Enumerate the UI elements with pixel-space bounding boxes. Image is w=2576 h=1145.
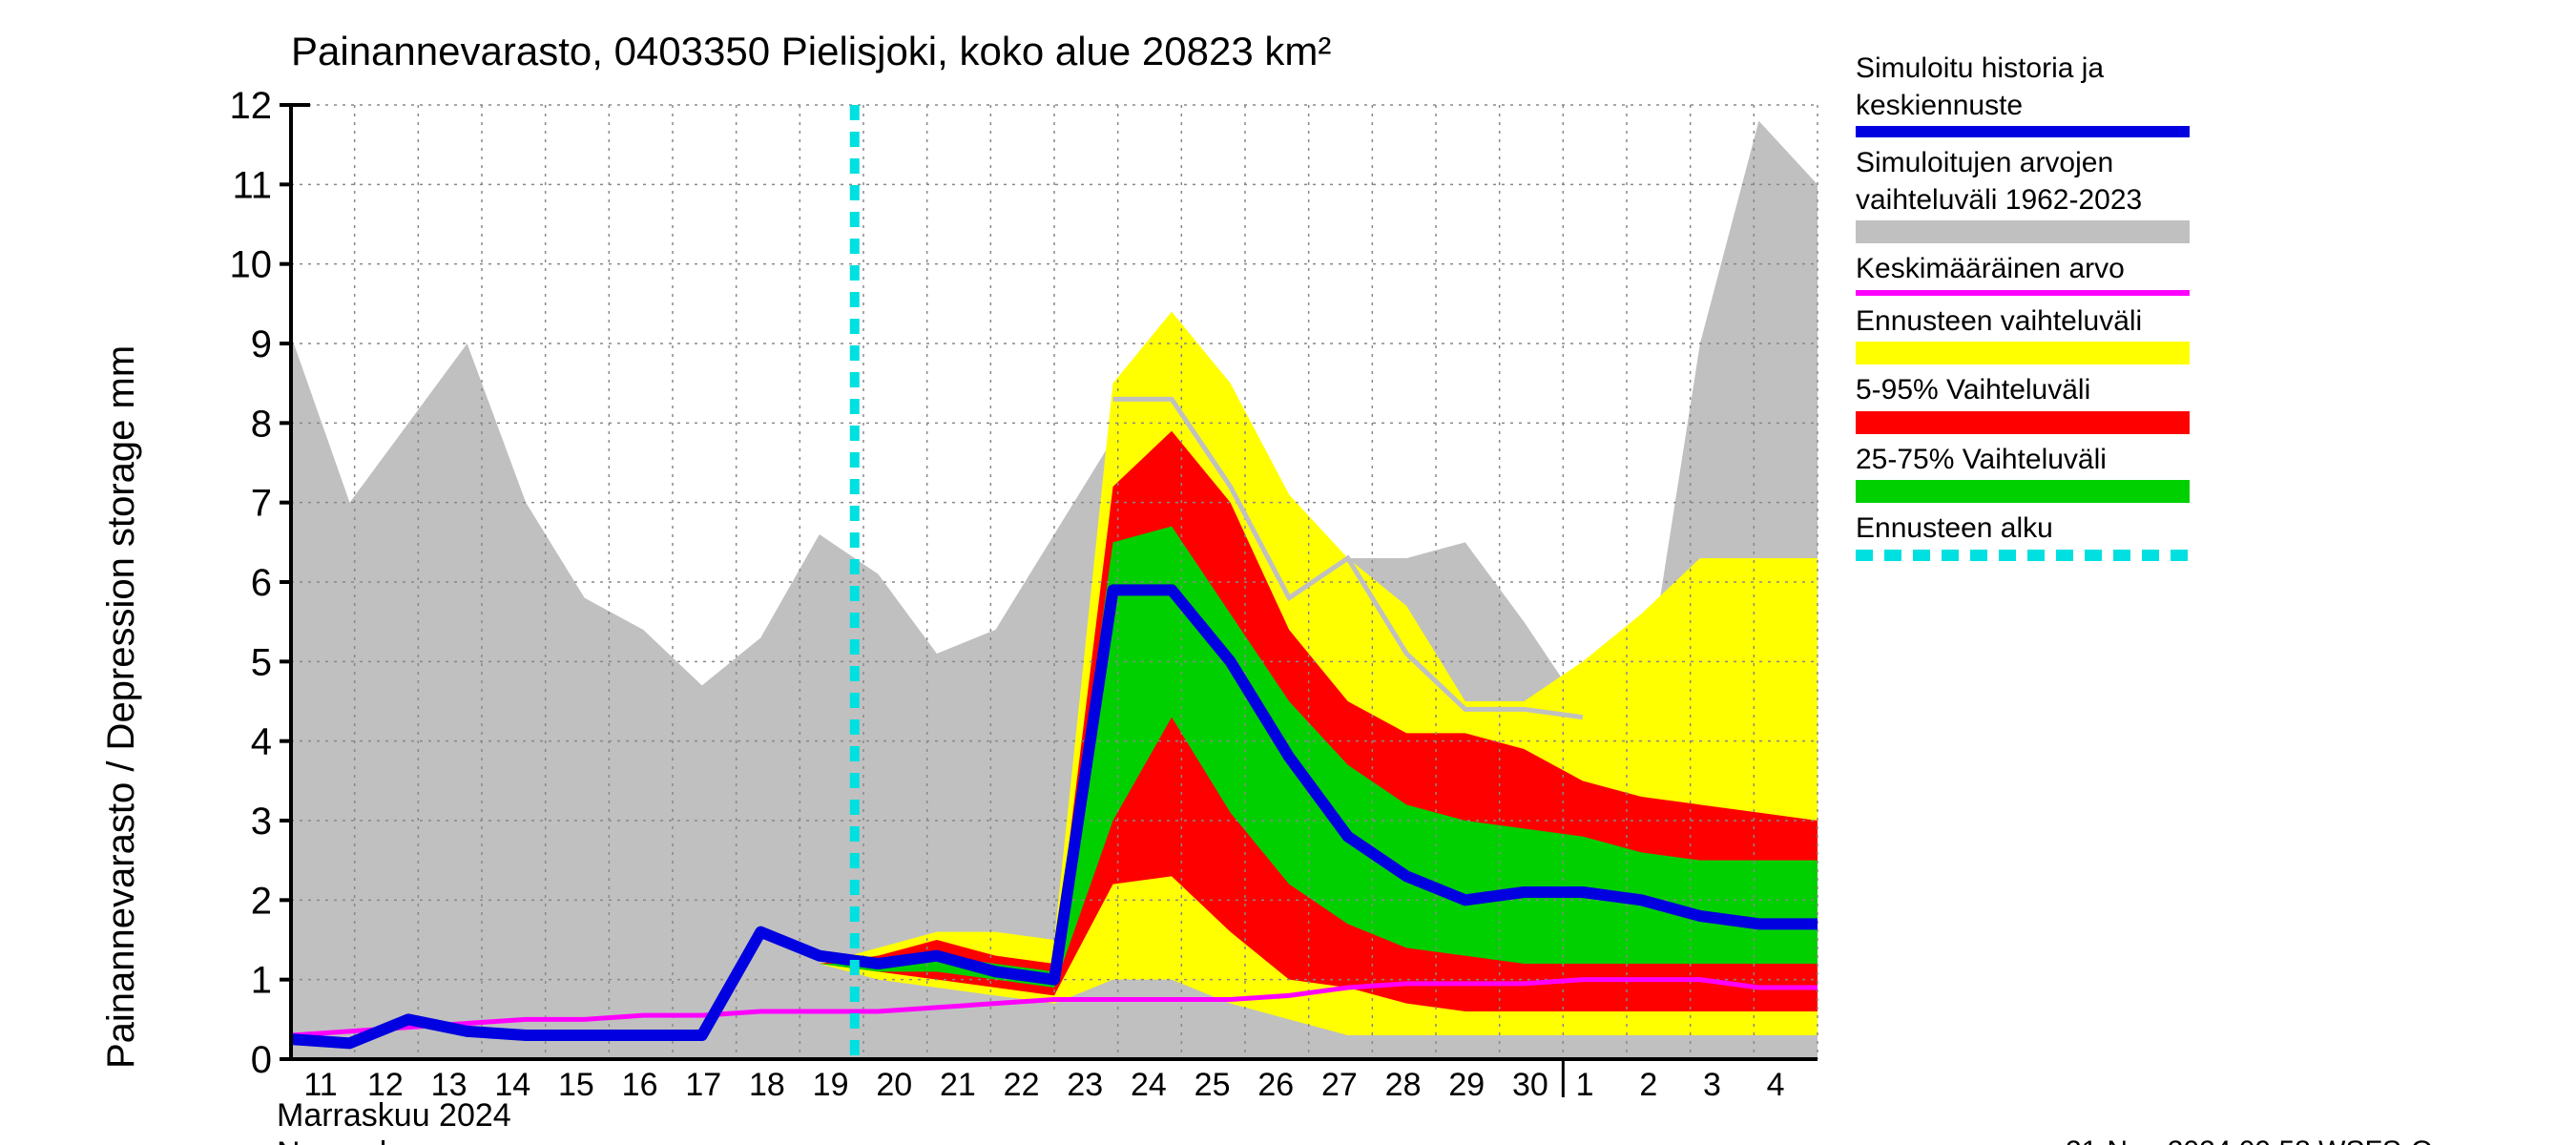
legend-item: Keskimääräinen arvo (1856, 253, 2190, 296)
svg-text:21: 21 (940, 1067, 976, 1103)
svg-text:30: 30 (1512, 1067, 1548, 1103)
svg-text:7: 7 (251, 483, 272, 525)
legend-swatch (1856, 126, 2190, 137)
svg-text:13: 13 (431, 1067, 467, 1103)
svg-text:28: 28 (1385, 1067, 1422, 1103)
legend-item: Ennusteen alku (1856, 512, 2190, 561)
svg-text:5: 5 (251, 641, 272, 683)
svg-text:12: 12 (367, 1067, 404, 1103)
svg-text:25: 25 (1195, 1067, 1231, 1103)
svg-text:2: 2 (251, 880, 272, 922)
svg-text:4: 4 (251, 721, 272, 763)
svg-text:15: 15 (558, 1067, 594, 1103)
svg-text:20: 20 (876, 1067, 912, 1103)
svg-text:27: 27 (1321, 1067, 1358, 1103)
legend-label: Ennusteen vaihteluväli (1856, 305, 2190, 339)
svg-text:12: 12 (230, 85, 273, 127)
legend-swatch (1856, 550, 2190, 561)
svg-text:14: 14 (494, 1067, 530, 1103)
legend-label: Ennusteen alku (1856, 512, 2190, 546)
legend-item: 5-95% Vaihteluväli (1856, 374, 2190, 434)
legend-swatch (1856, 342, 2190, 364)
plot-area: 0123456789101112111213141516171819202122… (0, 0, 2576, 1145)
svg-text:9: 9 (251, 323, 272, 365)
svg-text:18: 18 (749, 1067, 785, 1103)
legend-label: 25-75% Vaihteluväli (1856, 444, 2190, 477)
legend-label: Keskimääräinen arvo (1856, 253, 2190, 286)
legend-label: Simuloitujen arvojen (1856, 147, 2190, 180)
svg-text:10: 10 (230, 244, 273, 286)
svg-text:29: 29 (1448, 1067, 1485, 1103)
legend-label: vaihteluväli 1962-2023 (1856, 184, 2190, 218)
svg-text:22: 22 (1004, 1067, 1040, 1103)
svg-text:1: 1 (1576, 1067, 1594, 1103)
svg-text:17: 17 (685, 1067, 721, 1103)
legend-label: Simuloitu historia ja (1856, 52, 2190, 86)
legend-swatch (1856, 411, 2190, 434)
svg-text:24: 24 (1131, 1067, 1167, 1103)
svg-text:3: 3 (1703, 1067, 1721, 1103)
svg-text:0: 0 (251, 1039, 272, 1081)
svg-text:19: 19 (813, 1067, 849, 1103)
svg-text:3: 3 (251, 801, 272, 843)
legend-item: Ennusteen vaihteluväli (1856, 305, 2190, 365)
svg-text:4: 4 (1767, 1067, 1785, 1103)
legend-item: Simuloitu historia ja keskiennuste (1856, 52, 2190, 137)
svg-text:8: 8 (251, 403, 272, 445)
svg-text:26: 26 (1257, 1067, 1294, 1103)
svg-text:23: 23 (1067, 1067, 1103, 1103)
svg-text:11: 11 (303, 1067, 337, 1103)
legend-item: 25-75% Vaihteluväli (1856, 444, 2190, 504)
legend-swatch (1856, 290, 2190, 296)
legend-item: Simuloitujen arvojen vaihteluväli 1962-20… (1856, 147, 2190, 243)
legend-swatch (1856, 480, 2190, 503)
svg-text:2: 2 (1639, 1067, 1657, 1103)
legend-label: 5-95% Vaihteluväli (1856, 374, 2190, 407)
svg-text:1: 1 (251, 960, 272, 1002)
legend-swatch (1856, 220, 2190, 243)
legend-label: keskiennuste (1856, 90, 2190, 123)
svg-text:11: 11 (232, 164, 272, 206)
svg-text:16: 16 (622, 1067, 658, 1103)
legend: Simuloitu historia jakeskiennusteSimuloi… (1856, 52, 2190, 571)
svg-text:6: 6 (251, 562, 272, 604)
